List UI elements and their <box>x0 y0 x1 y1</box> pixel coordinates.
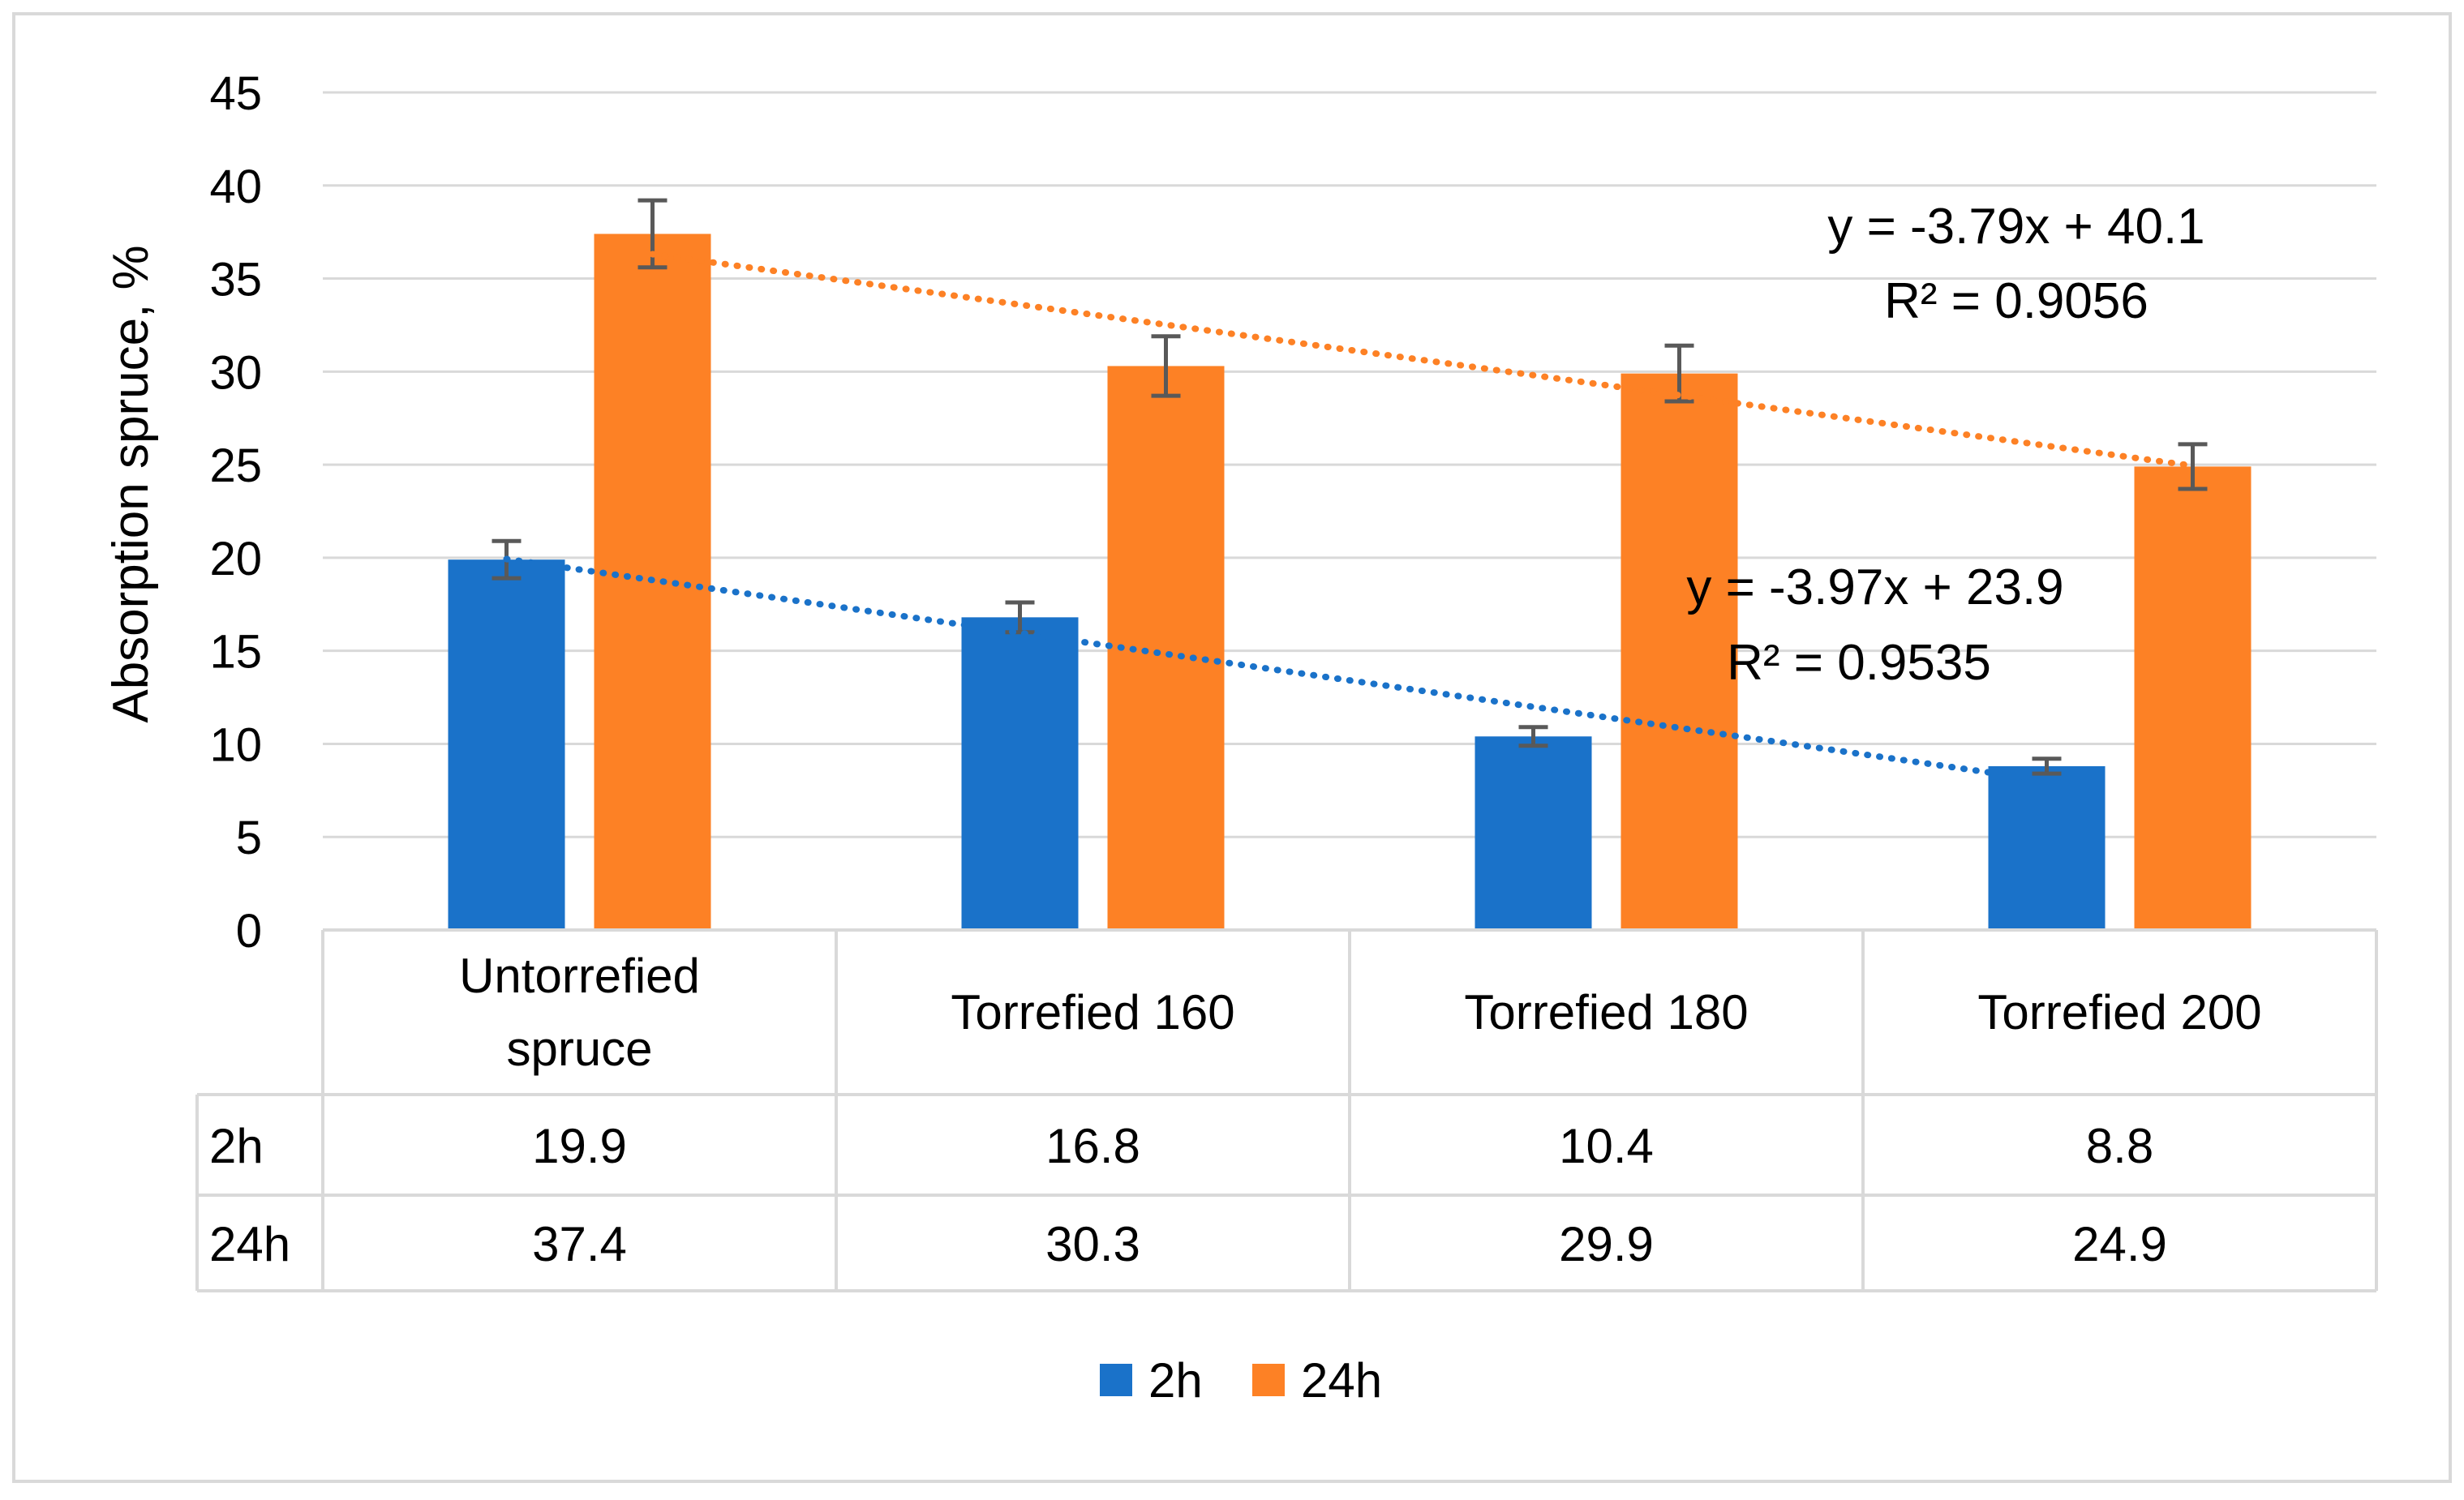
y-tick-label: 10 <box>209 718 262 771</box>
table-cell-24h-3: 24.9 <box>2072 1217 2167 1271</box>
category-label: Torrefied 200 <box>1977 985 2261 1039</box>
trendline-24h <box>649 251 2196 469</box>
error-bar-24h-2 <box>1664 343 1694 404</box>
error-bar-2h-3 <box>2032 756 2062 776</box>
legend: 2h 24h <box>1100 1353 1382 1408</box>
table-row-label-24h: 24h <box>209 1217 290 1271</box>
trendline-2h <box>503 555 2050 784</box>
table-cell-2h-2: 10.4 <box>1559 1119 1654 1173</box>
bar-2h-3 <box>1988 765 2106 930</box>
y-tick-label: 45 <box>209 67 262 120</box>
error-bar-24h-1 <box>1151 334 1181 398</box>
table-cell-2h-0: 19.9 <box>532 1119 627 1173</box>
data-table: Untorrefied spruce Torrefied 160 Torrefied … <box>195 928 2378 1292</box>
trendlines <box>503 251 2196 784</box>
bars <box>448 234 2252 930</box>
category-label: Untorrefied <box>459 949 700 1003</box>
table-cell-24h-2: 29.9 <box>1559 1217 1654 1271</box>
category-label: Torrefied 160 <box>951 985 1234 1039</box>
y-tick-label: 20 <box>209 533 262 585</box>
bar-24h-1 <box>1107 366 1225 930</box>
table-cell-24h-1: 30.3 <box>1045 1217 1140 1271</box>
y-axis-ticks: 0 5 10 15 20 25 30 35 40 45 <box>209 67 262 958</box>
y-tick-label: 15 <box>209 626 262 679</box>
trendline-equation-24h: y = -3.79x + 40.1 <box>1827 199 2204 255</box>
table-cell-24h-0: 37.4 <box>532 1217 627 1271</box>
bar-2h-1 <box>961 617 1079 930</box>
error-bar-24h-3 <box>2178 442 2208 491</box>
bar-24h-2 <box>1620 373 1738 930</box>
y-tick-label: 25 <box>209 439 262 492</box>
y-tick-label: 0 <box>236 905 262 958</box>
chart-frame <box>12 12 2452 1483</box>
y-axis-label: Absorption spruce, % <box>103 245 159 722</box>
error-bar-2h-2 <box>1518 725 1548 748</box>
category-label: Torrefied 180 <box>1464 985 1748 1039</box>
bar-2h-2 <box>1475 736 1592 930</box>
bar-24h-3 <box>2134 466 2252 930</box>
legend-label-2h: 2h <box>1148 1353 1203 1408</box>
legend-swatch-2h <box>1100 1364 1132 1396</box>
y-tick-label: 35 <box>209 254 262 306</box>
bar-2h-0 <box>448 559 565 930</box>
table-cell-2h-1: 16.8 <box>1045 1119 1140 1173</box>
legend-swatch-24h <box>1252 1364 1285 1396</box>
table-row-label-2h: 2h <box>209 1119 264 1173</box>
category-label: spruce <box>506 1022 652 1076</box>
y-tick-label: 40 <box>209 161 262 213</box>
table-cell-2h-3: 8.8 <box>2086 1119 2153 1173</box>
y-tick-label: 30 <box>209 346 262 399</box>
legend-label-24h: 24h <box>1301 1353 1382 1408</box>
trendline-r2-24h: R² = 0.9056 <box>1884 273 2148 329</box>
trendline-equation-2h: y = -3.97x + 23.9 <box>1686 559 2063 615</box>
trendline-r2-2h: R² = 0.9535 <box>1727 635 1991 691</box>
y-tick-label: 5 <box>236 812 262 864</box>
error-bars <box>492 198 2208 776</box>
